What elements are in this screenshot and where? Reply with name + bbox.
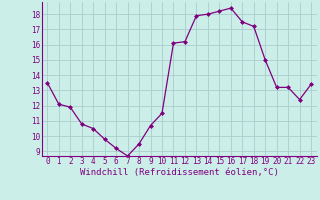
X-axis label: Windchill (Refroidissement éolien,°C): Windchill (Refroidissement éolien,°C) bbox=[80, 168, 279, 177]
